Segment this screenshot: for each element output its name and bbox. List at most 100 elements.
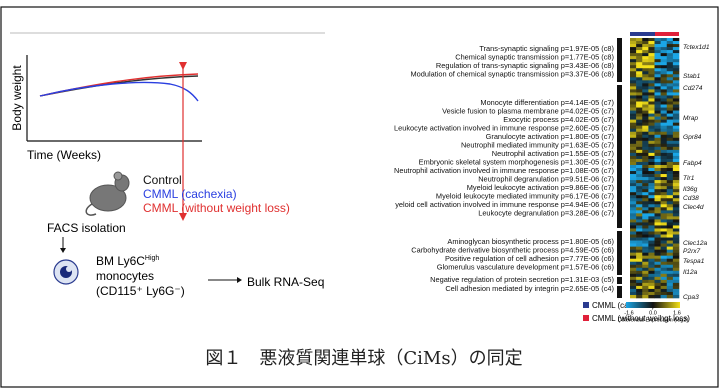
colorbar-title: Differential Expression (log2): [618, 317, 689, 323]
heatmap-cell: [667, 95, 673, 98]
heatmap-cell: [661, 38, 667, 41]
heatmap-cell: [661, 105, 667, 108]
step-label: Bulk RNA-Seq: [247, 275, 324, 289]
heatmap-cell: [667, 50, 673, 53]
gene-label: Gpr84: [683, 134, 702, 141]
term-label: Cell adhesion mediated by integrin p=2.6…: [445, 284, 614, 293]
heatmap-cell: [673, 256, 679, 259]
heatmap-cell: [667, 268, 673, 271]
heatmap-cell: [648, 231, 654, 234]
heatmap-cell: [667, 180, 673, 183]
heatmap-cell: [655, 59, 661, 62]
heatmap-cell: [667, 92, 673, 95]
heatmap-cell: [667, 216, 673, 219]
heatmap-cell: [630, 83, 636, 86]
heatmap-cell: [642, 123, 648, 126]
gene-label: Il12a: [683, 269, 698, 276]
heatmap-cell: [636, 95, 642, 98]
heatmap-cell: [655, 283, 661, 286]
heatmap-cell: [655, 222, 661, 225]
heatmap-cell: [648, 186, 654, 189]
heatmap-cell: [636, 126, 642, 129]
heatmap-cell: [648, 244, 654, 247]
gene-label: Cpa3: [683, 294, 699, 301]
heatmap-cell: [655, 186, 661, 189]
heatmap-cell: [642, 216, 648, 219]
heatmap-cell: [630, 247, 636, 250]
heatmap-cell: [661, 195, 667, 198]
heatmap-cell: [661, 92, 667, 95]
heatmap-cell: [667, 177, 673, 180]
heatmap-cell: [673, 228, 679, 231]
heatmap-cell: [673, 120, 679, 123]
heatmap-cell: [630, 262, 636, 265]
heatmap-cell: [630, 165, 636, 168]
heatmap-cell: [648, 144, 654, 147]
term-label: Leukocyte degranulation p=3.28E-06 (c7): [478, 208, 614, 217]
heatmap-cell: [667, 65, 673, 68]
heatmap-cell: [642, 231, 648, 234]
heatmap-cell: [661, 132, 667, 135]
caption: 図１ 悪液質関連単球（CiMs）の同定: [205, 348, 522, 369]
heatmap-cell: [636, 162, 642, 165]
heatmap-cell: [655, 180, 661, 183]
heatmap-cell: [648, 216, 654, 219]
heatmap-cell: [661, 141, 667, 144]
heatmap-cell: [630, 204, 636, 207]
heatmap-cell: [630, 235, 636, 238]
heatmap-cell: [636, 192, 642, 195]
figure: Body weight Time (Weeks) Control CMML (c…: [0, 0, 728, 391]
heatmap-cell: [655, 126, 661, 129]
heatmap-cell: [630, 68, 636, 71]
heatmap-cell: [673, 129, 679, 132]
heatmap-cell: [655, 250, 661, 253]
heatmap-cell: [667, 80, 673, 83]
timepoint-marker: [179, 62, 187, 70]
heatmap-cell: [642, 150, 648, 153]
heatmap-cell: [661, 77, 667, 80]
arrow-head: [60, 248, 66, 253]
heatmap-cell: [636, 129, 642, 132]
heatmap-cell: [642, 138, 648, 141]
heatmap-cell: [655, 53, 661, 56]
heatmap-cell: [673, 144, 679, 147]
heatmap-cell: [648, 268, 654, 271]
heatmap-cell: [667, 138, 673, 141]
heatmap-cell: [673, 216, 679, 219]
heatmap-cell: [636, 210, 642, 213]
heatmap-cell: [648, 241, 654, 244]
heatmap-cell: [642, 132, 648, 135]
heatmap-cell: [667, 174, 673, 177]
heatmap-cell: [667, 225, 673, 228]
heatmap-cell: [636, 92, 642, 95]
heatmap-cell: [661, 292, 667, 295]
heatmap-cell: [667, 283, 673, 286]
heatmap-cell: [667, 123, 673, 126]
heatmap-cell: [642, 83, 648, 86]
heatmap-cell: [667, 165, 673, 168]
term-label: Negative regulation of protein secretion…: [430, 275, 614, 284]
heatmap-cell: [648, 253, 654, 256]
heatmap-cell: [630, 44, 636, 47]
heatmap-cell: [673, 225, 679, 228]
heatmap-cell: [655, 123, 661, 126]
heatmap-cell: [667, 74, 673, 77]
heatmap-cell: [642, 253, 648, 256]
heatmap-cell: [636, 74, 642, 77]
heatmap-cell: [655, 183, 661, 186]
heatmap-cell: [636, 238, 642, 241]
heatmap-cell: [655, 268, 661, 271]
heatmap-cell: [673, 44, 679, 47]
heatmap-cell: [673, 138, 679, 141]
cluster-bar: [617, 38, 622, 298]
cluster-gap: [617, 228, 622, 231]
heatmap-cell: [655, 41, 661, 44]
heatmap-cell: [642, 108, 648, 111]
heatmap-cell: [667, 253, 673, 256]
heatmap-cell: [642, 271, 648, 274]
heatmap-cell: [642, 153, 648, 156]
heatmap-cell: [667, 256, 673, 259]
heatmap-cell: [642, 141, 648, 144]
heatmap-cell: [661, 189, 667, 192]
heatmap-cell: [667, 213, 673, 216]
